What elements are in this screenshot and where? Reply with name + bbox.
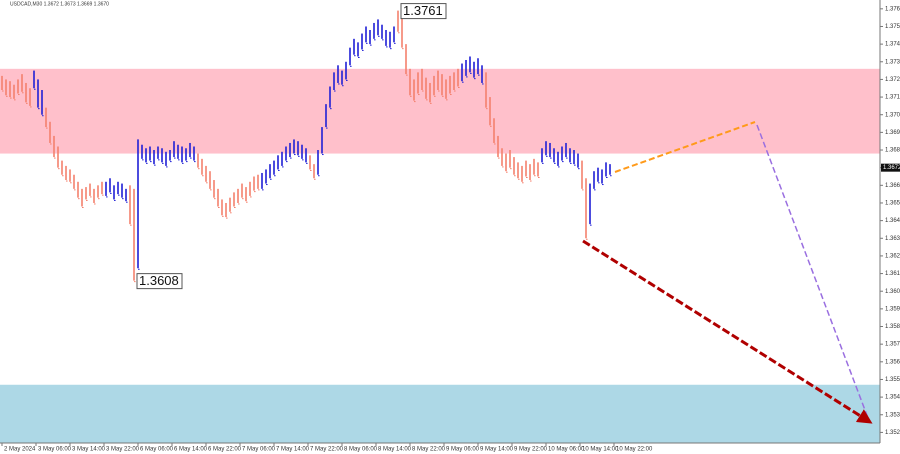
y-tick-label: 1.3762 — [885, 6, 900, 12]
x-tick-label: 6 May 14:00 — [174, 447, 208, 453]
y-tick-label: 1.3602 — [885, 289, 900, 295]
y-tick-label: 1.3522 — [885, 430, 900, 436]
y-tick-label: 1.3612 — [885, 271, 900, 277]
x-tick-label: 8 May 06:00 — [344, 447, 378, 453]
y-tick-label: 1.3652 — [885, 201, 900, 207]
x-tick-label: 9 May 22:00 — [514, 447, 548, 453]
x-tick-label: 7 May 22:00 — [310, 447, 344, 453]
y-tick-label: 1.3562 — [885, 359, 900, 365]
x-tick-label: 3 May 06:00 — [38, 447, 72, 453]
x-tick-label: 8 May 22:00 — [412, 447, 446, 453]
y-tick-label: 1.3572 — [885, 342, 900, 348]
zone — [0, 384, 880, 443]
y-tick-label: 1.3552 — [885, 377, 900, 383]
chart-title: USDCAD,M30 1.3672 1.3673 1.3669 1.3670 — [10, 1, 109, 7]
annotation-box — [136, 273, 183, 290]
y-tick-label: 1.3592 — [885, 306, 900, 312]
y-tick-label: 1.3582 — [885, 324, 900, 330]
annotation: 1.3761 — [403, 3, 443, 18]
x-tick-label: 3 May 22:00 — [106, 447, 140, 453]
annotation: 1.3608 — [139, 273, 179, 288]
x-tick-label: 3 May 14:00 — [72, 447, 106, 453]
y-tick-label: 1.3712 — [885, 95, 900, 101]
zone — [0, 68, 880, 154]
y-tick-label: 1.3702 — [885, 112, 900, 118]
y-tick-label: 1.3542 — [885, 395, 900, 401]
y-tick-label: 1.3752 — [885, 24, 900, 30]
forecast-line — [614, 121, 756, 173]
forecast-line — [756, 124, 869, 419]
y-tick-label: 1.3692 — [885, 130, 900, 136]
annotation-box — [400, 3, 447, 20]
x-tick-label: 10 May 22:00 — [616, 447, 653, 453]
y-tick-label: 1.3732 — [885, 59, 900, 65]
y-tick-label: 1.3632 — [885, 236, 900, 242]
x-tick-label: 2 May 2024 — [4, 447, 36, 453]
current-price-box — [881, 163, 900, 172]
x-tick-label: 8 May 14:00 — [378, 447, 412, 453]
x-tick-label: 7 May 06:00 — [242, 447, 276, 453]
y-tick-label: 1.3642 — [885, 218, 900, 224]
y-tick-label: 1.3622 — [885, 253, 900, 259]
y-tick-label: 1.3532 — [885, 412, 900, 418]
y-tick-label: 1.3722 — [885, 77, 900, 83]
x-tick-label: 10 May 06:00 — [548, 447, 585, 453]
x-tick-label: 7 May 14:00 — [276, 447, 310, 453]
x-tick-label: 9 May 06:00 — [446, 447, 480, 453]
y-tick-label: 1.3742 — [885, 42, 900, 48]
x-tick-label: 6 May 22:00 — [208, 447, 242, 453]
forecast-arrow — [582, 239, 873, 424]
y-tick-label: 1.3662 — [885, 183, 900, 189]
y-tick-label: 1.3682 — [885, 148, 900, 154]
x-tick-label: 6 May 06:00 — [140, 447, 174, 453]
x-tick-label: 9 May 14:00 — [480, 447, 514, 453]
current-price: 1.3672 — [883, 165, 900, 171]
x-tick-label: 10 May 14:00 — [582, 447, 619, 453]
